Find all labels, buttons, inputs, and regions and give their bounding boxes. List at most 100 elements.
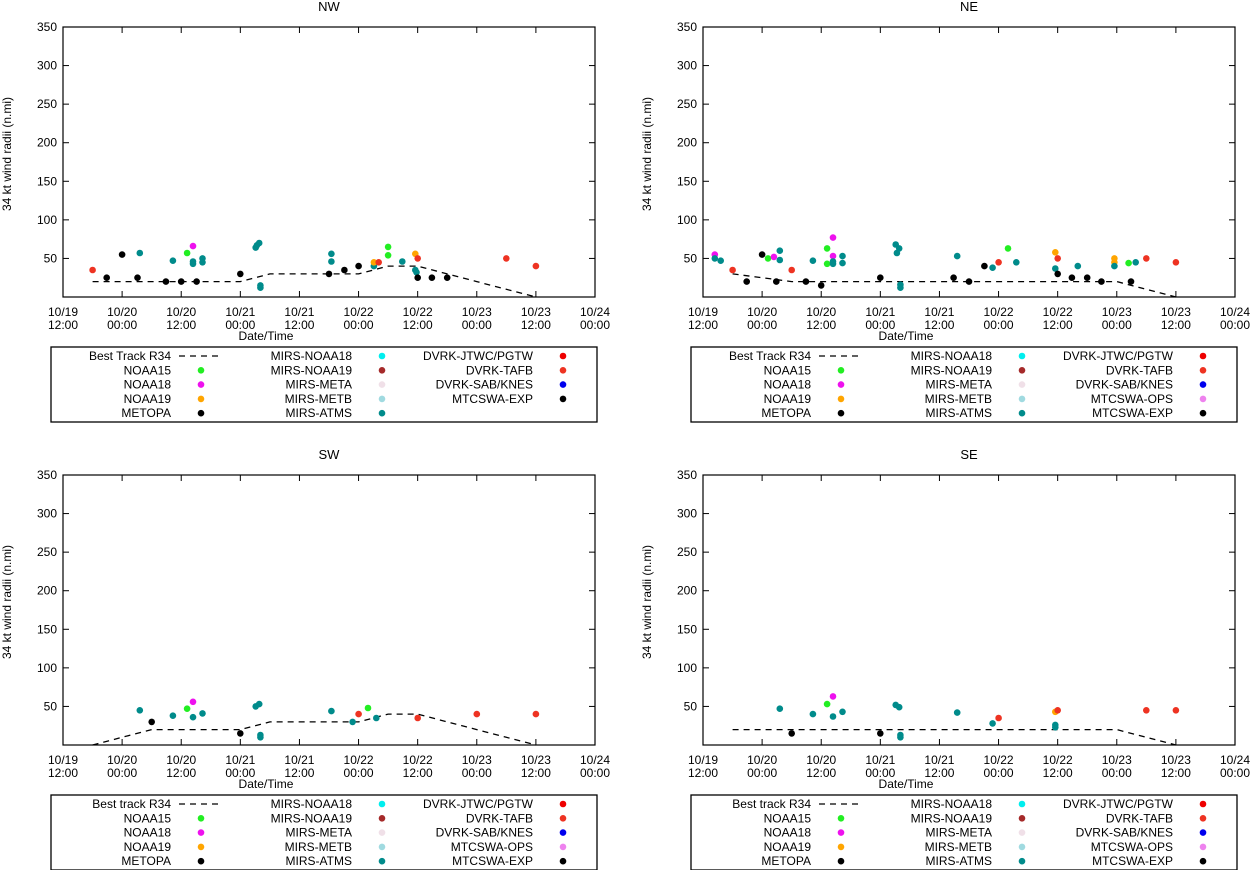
x-tick-label-date: 10/24 — [1220, 305, 1250, 319]
point-mirs-atms — [349, 718, 356, 726]
best-track-line — [732, 728, 1177, 746]
y-tick-label: 50 — [684, 251, 698, 265]
point-mirs-atms — [373, 714, 380, 722]
point-dvrk-tafb — [473, 710, 481, 718]
x-tick-label-time: 12:00 — [806, 766, 836, 780]
x-tick-label-time: 00:00 — [225, 766, 255, 780]
chart-title: SE — [960, 447, 978, 462]
legend-label: DVRK-SAB/KNES — [1076, 378, 1173, 392]
x-tick-label-date: 10/22 — [344, 753, 374, 767]
x-tick-label-time: 12:00 — [1043, 766, 1073, 780]
point-dvrk-tafb — [503, 255, 510, 262]
point-noaa19 — [1052, 249, 1059, 256]
point-mirs-atms — [776, 256, 784, 264]
legend-symbol-mirs-metb — [1018, 395, 1026, 403]
y-tick-label: 250 — [37, 97, 57, 111]
legend-label: MIRS-NOAA18 — [911, 349, 993, 363]
legend-symbol-mirs-atms — [1018, 409, 1026, 417]
point-noaa15 — [823, 260, 831, 268]
legend-symbol-mirs-metb — [378, 843, 386, 851]
y-tick-label: 300 — [677, 507, 697, 521]
legend-label: NOAA19 — [124, 840, 172, 854]
point-metopa — [743, 278, 750, 285]
x-tick-label-time: 12:00 — [924, 766, 954, 780]
point-dvrk-tafb — [729, 266, 736, 274]
point-dvrk-tafb — [1054, 707, 1061, 714]
legend-symbol-dvrk-jtwc-pgtw — [559, 352, 567, 360]
point-dvrk-tafb — [414, 255, 422, 262]
y-axis-label: 34 kt wind radii (n.mi) — [640, 545, 654, 659]
point-mirs-atms — [953, 709, 961, 716]
point-noaa18 — [189, 698, 197, 706]
legend-symbol-mtcswa-ops — [1199, 843, 1207, 851]
x-tick-label-date: 10/20 — [806, 753, 836, 767]
x-tick-label-date: 10/21 — [865, 753, 895, 767]
point-mirs-atms — [953, 252, 961, 260]
chart-title: NW — [318, 0, 340, 14]
legend-label: NOAA18 — [764, 826, 812, 840]
x-tick-label-time: 00:00 — [344, 318, 374, 332]
legend-symbol-dvrk-tafb — [559, 367, 567, 374]
legend-symbol-mirs-meta — [1018, 381, 1026, 388]
x-tick-label-date: 10/23 — [521, 753, 551, 767]
point-dvrk-tafb — [89, 266, 96, 274]
point-metopa — [148, 718, 155, 726]
legend-label: MIRS-META — [286, 826, 352, 840]
y-tick-label: 150 — [37, 174, 57, 188]
x-tick-label-date: 10/20 — [107, 753, 137, 767]
legend-symbol-mirs-noaa19 — [1018, 815, 1026, 822]
point-noaa15 — [384, 252, 392, 259]
x-tick-label-date: 10/19 — [688, 305, 718, 319]
x-tick-label-time: 12:00 — [284, 766, 314, 780]
point-dvrk-tafb — [788, 266, 795, 274]
legend-symbol-mtcswa-ops — [1199, 395, 1207, 403]
point-mirs-atms — [895, 703, 903, 711]
legend-label: NOAA15 — [124, 811, 172, 825]
point-dvrk-tafb — [995, 259, 1002, 266]
x-tick-label-time: 12:00 — [403, 766, 433, 780]
point-metopa — [1083, 274, 1091, 282]
legend-label: MIRS-ATMS — [926, 854, 992, 868]
x-tick-label-date: 10/19 — [48, 305, 78, 319]
y-tick-label: 350 — [677, 20, 697, 34]
point-metopa — [758, 251, 766, 258]
x-tick-label-date: 10/22 — [984, 305, 1014, 319]
point-metopa — [341, 266, 348, 274]
x-axis-label: Date/Time — [239, 777, 294, 791]
point-mirs-atms — [989, 264, 996, 272]
legend-frame — [50, 346, 598, 423]
legend-symbol-mirs-noaa19 — [378, 815, 386, 822]
plot-frame — [62, 26, 596, 298]
x-tick-label-time: 12:00 — [1043, 318, 1073, 332]
legend-label: NOAA15 — [764, 363, 812, 377]
point-mirs-atms — [1052, 265, 1059, 272]
point-noaa15 — [364, 704, 372, 712]
point-dvrk-tafb — [375, 259, 383, 266]
point-noaa15 — [1125, 259, 1132, 267]
point-mirs-atms — [1132, 259, 1139, 266]
legend-symbol-noaa19 — [837, 843, 845, 851]
x-tick-label-date: 10/20 — [747, 305, 777, 319]
y-tick-label: 200 — [37, 584, 57, 598]
point-mirs-atms — [169, 712, 177, 719]
legend-symbol-metopa — [837, 857, 845, 865]
x-tick-label-time: 00:00 — [107, 318, 137, 332]
x-tick-label-date: 10/24 — [580, 305, 610, 319]
legend-symbol-mtcswa-exp — [1199, 409, 1207, 417]
x-tick-label-date: 10/22 — [403, 753, 433, 767]
point-mirs-atms — [1111, 262, 1118, 270]
x-tick-label-date: 10/20 — [166, 753, 196, 767]
x-tick-label-time: 12:00 — [1161, 766, 1191, 780]
legend-label: MTCSWA-OPS — [1091, 392, 1173, 406]
legend-symbol-noaa18 — [837, 381, 845, 388]
legend-symbol-noaa18 — [197, 829, 205, 836]
x-tick-label-time: 00:00 — [1102, 318, 1132, 332]
y-axis-label: 34 kt wind radii (n.mi) — [0, 545, 14, 659]
x-tick-label-time: 00:00 — [747, 318, 777, 332]
point-mirs-atms — [136, 707, 144, 714]
point-mirs-atms — [189, 258, 197, 265]
legend-label: MTCSWA-OPS — [1091, 840, 1173, 854]
x-tick-label-time: 12:00 — [521, 766, 551, 780]
legend-label: DVRK-SAB/KNES — [436, 826, 533, 840]
